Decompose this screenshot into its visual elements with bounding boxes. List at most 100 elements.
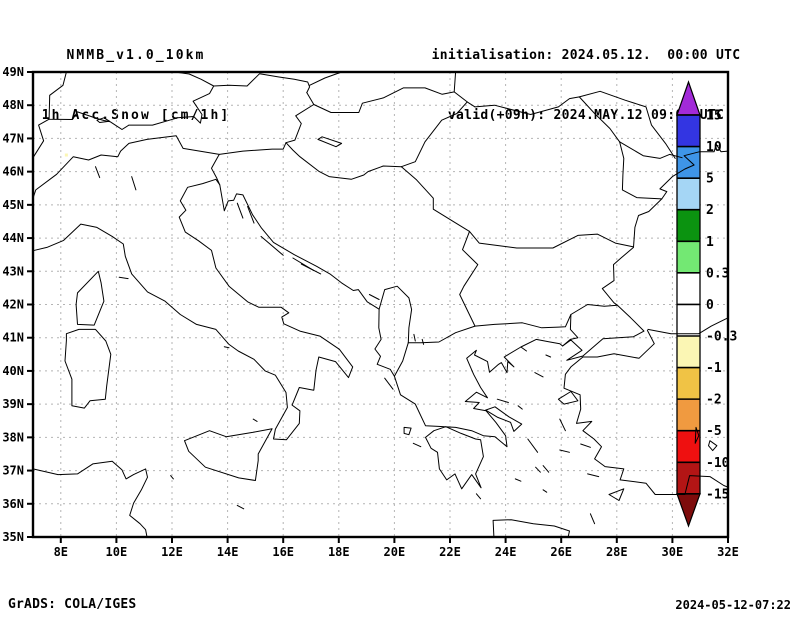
colorbar-label: 2 <box>706 203 714 218</box>
lat-tick-label: 47N <box>2 131 24 145</box>
border-path <box>400 166 470 232</box>
lake-path <box>95 166 101 179</box>
model-title: NMMB_v1.0_10km <box>66 48 206 63</box>
lon-tick-label: 30E <box>662 545 684 559</box>
lat-tick-label: 43N <box>2 264 24 278</box>
lat-tick-label: 38N <box>2 430 24 444</box>
lat-tick-label: 36N <box>2 497 24 511</box>
island-path <box>534 372 544 378</box>
island-path <box>535 466 541 473</box>
island-path <box>545 354 552 358</box>
colorbar-label: -2 <box>706 393 722 408</box>
lake-path <box>708 440 718 452</box>
border-path <box>285 92 315 144</box>
colorbar-label: 0 <box>706 298 714 313</box>
lake-path <box>413 333 416 342</box>
lat-tick-label: 44N <box>2 231 24 245</box>
colorbar-segment <box>677 367 700 400</box>
colorbar-label: 1 <box>706 235 714 250</box>
lat-tick-label: 39N <box>2 397 24 411</box>
lon-tick-label: 26E <box>550 545 572 559</box>
title-block: NMMB_v1.0_10km 1h Acc.Snow [cm/1h] <box>38 6 234 146</box>
border-path <box>213 73 311 94</box>
init-time-line: initialisation: 2024.05.12. 00:00 UTC <box>431 48 741 63</box>
lon-tick-label: 8E <box>54 545 68 559</box>
colorbar-label: 10 <box>706 140 722 155</box>
island-path <box>118 276 129 280</box>
lat-tick-label: 41N <box>2 331 24 345</box>
island-path <box>559 449 570 453</box>
colorbar-label: -0.3 <box>706 329 737 344</box>
lat-tick-label: 40N <box>2 364 24 378</box>
lat-tick-label: 45N <box>2 198 24 212</box>
colorbar-label: 0.3 <box>706 266 729 281</box>
coastline-path <box>563 329 729 495</box>
coastline-path <box>64 328 112 409</box>
island-path <box>496 398 509 403</box>
lon-tick-label: 12E <box>161 545 183 559</box>
colorbar-label: 5 <box>706 172 714 187</box>
lake-path <box>317 136 343 148</box>
border-path <box>474 314 572 329</box>
lon-tick-label: 16E <box>272 545 294 559</box>
lat-tick-label: 46N <box>2 165 24 179</box>
island-path <box>542 489 548 493</box>
border-path <box>562 314 579 347</box>
island-path <box>514 478 522 482</box>
island-path <box>236 202 244 219</box>
island-path <box>236 504 245 510</box>
colorbar-segment <box>677 146 700 179</box>
island-path <box>608 488 625 501</box>
lat-tick-label: 48N <box>2 98 24 112</box>
border-path <box>393 342 409 377</box>
lon-tick-label: 20E <box>384 545 406 559</box>
island-path <box>260 235 284 256</box>
border-path <box>578 90 676 159</box>
border-path <box>32 118 50 159</box>
border-path <box>619 141 683 159</box>
colorbar-top-arrow <box>676 80 701 116</box>
border-path <box>174 71 215 87</box>
border-path <box>309 71 343 86</box>
creation-timestamp: 2024-05-12-07:22 <box>675 598 791 612</box>
border-path <box>48 71 215 130</box>
lake-path <box>96 117 110 123</box>
lake-path <box>131 176 137 191</box>
island-path <box>587 473 600 478</box>
island-path <box>170 475 174 480</box>
island-path <box>589 513 596 525</box>
lat-tick-label: 42N <box>2 298 24 312</box>
island-path <box>559 418 566 432</box>
island-path <box>557 391 579 405</box>
colorbar-segment <box>677 241 700 273</box>
lon-tick-label: 24E <box>495 545 517 559</box>
coastline-path <box>647 317 729 335</box>
border-path <box>313 71 457 113</box>
colorbar-segment <box>677 115 700 147</box>
lat-tick-label: 35N <box>2 530 24 544</box>
lon-tick-label: 14E <box>217 545 239 559</box>
island-path <box>520 346 527 352</box>
colorbar-segment <box>677 272 700 305</box>
border-path <box>407 325 476 344</box>
lon-tick-label: 10E <box>106 545 128 559</box>
lat-tick-label: 37N <box>2 464 24 478</box>
island-path <box>527 438 539 453</box>
island-path <box>300 263 322 275</box>
border-path <box>285 142 402 180</box>
island-path <box>403 426 412 436</box>
lake-path <box>368 294 380 300</box>
snow-data-point <box>64 153 68 157</box>
colorbar-segment <box>677 430 700 463</box>
field-title: 1h Acc.Snow [cm/1h] <box>41 108 231 123</box>
border-path <box>459 230 479 327</box>
coastline-path <box>485 406 523 432</box>
lon-tick-label: 32E <box>717 545 739 559</box>
coastline-path <box>32 143 729 448</box>
border-path <box>469 230 634 249</box>
border-path <box>400 101 468 168</box>
island-path <box>252 418 258 422</box>
lon-tick-label: 28E <box>606 545 628 559</box>
lon-tick-label: 18E <box>328 545 350 559</box>
